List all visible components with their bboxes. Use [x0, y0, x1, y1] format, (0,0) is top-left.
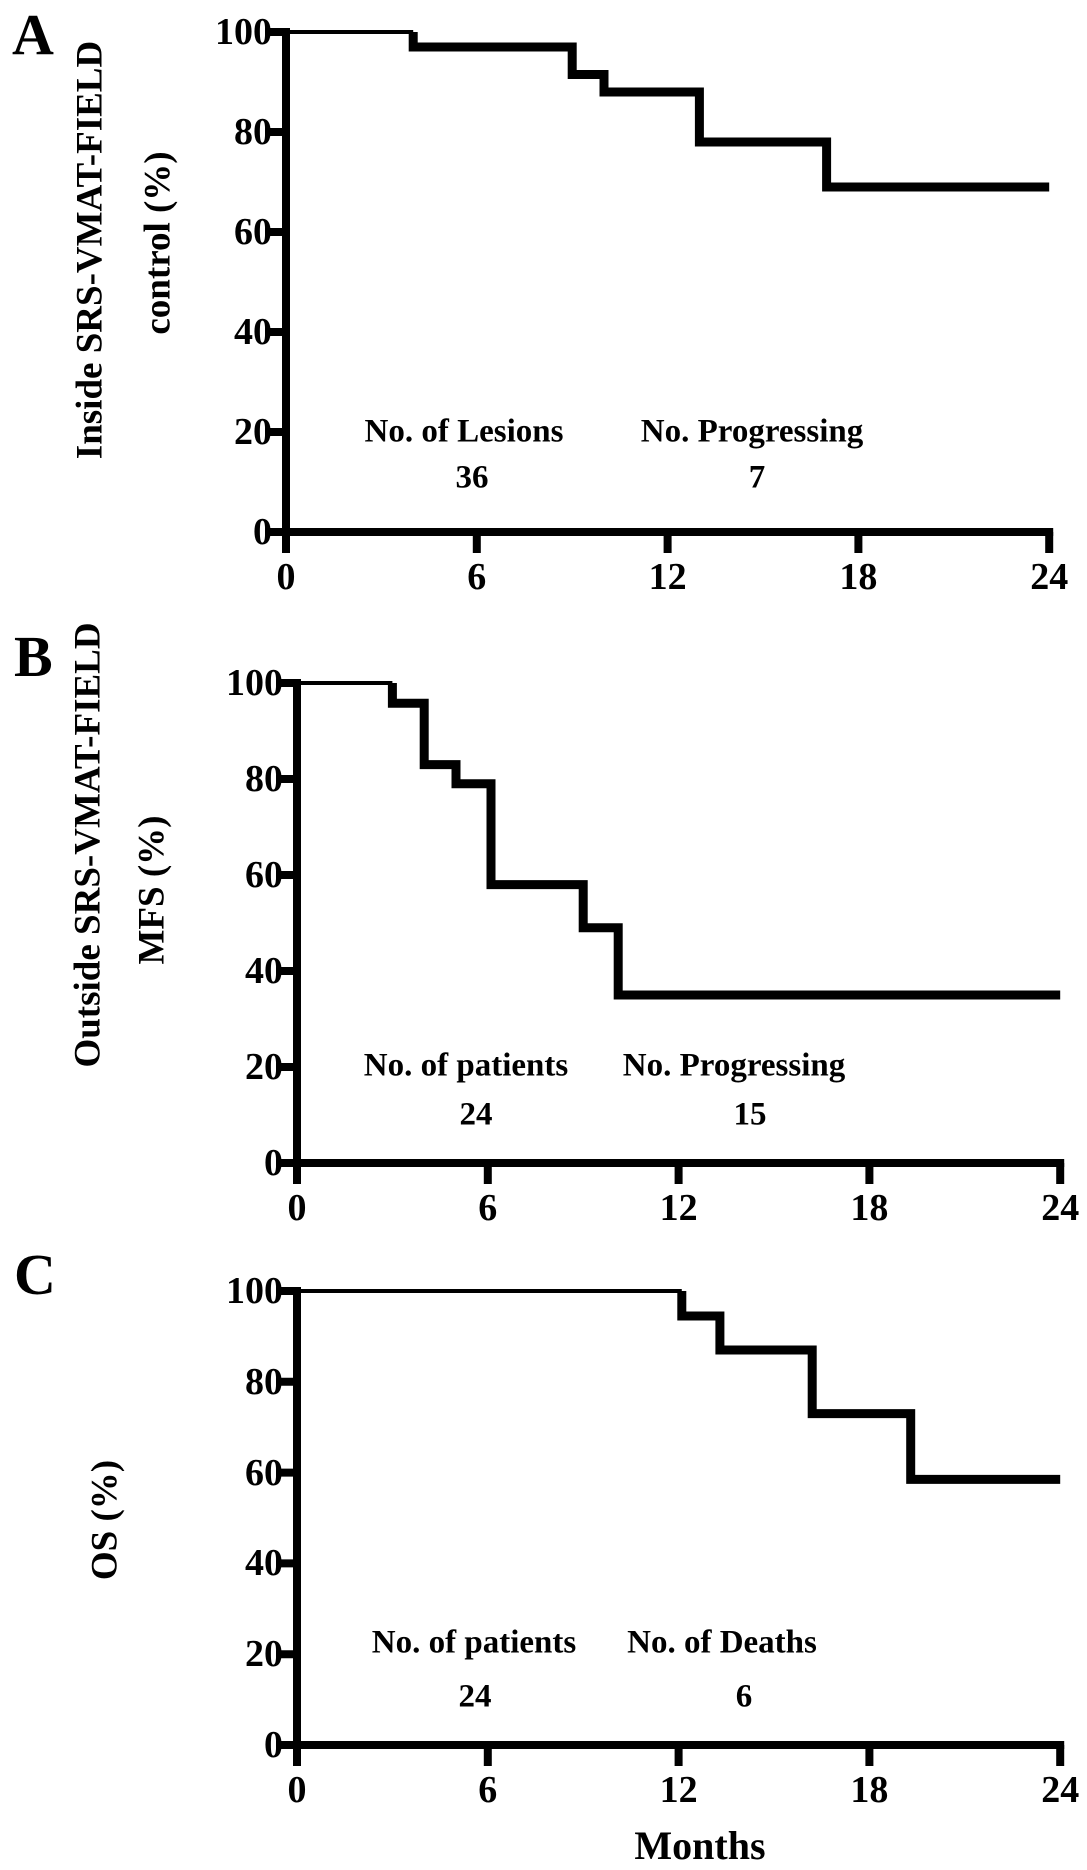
- y-tick-label: 40: [234, 311, 272, 353]
- panel-a-annotation-lesions-label: No. of Lesions: [364, 413, 564, 450]
- x-tick-label: 6: [467, 556, 487, 598]
- x-tick-label: 24: [1041, 1769, 1080, 1811]
- y-tick-label: 20: [245, 1633, 283, 1676]
- panel-b-ylabel-outer: Outside SRS-VMAT-FIELD: [67, 622, 109, 1068]
- panel-c-ylabel: OS (%): [84, 1459, 126, 1581]
- x-tick-label: 6: [478, 1187, 498, 1229]
- y-tick-label: 20: [234, 411, 272, 453]
- y-tick-label: 60: [245, 1451, 283, 1494]
- x-tick-label: 24: [1030, 556, 1069, 598]
- y-tick-label: 60: [245, 854, 283, 896]
- x-axis-title: Months: [634, 1823, 766, 1868]
- y-tick-label: 100: [226, 1270, 283, 1312]
- panel-c-letter: C: [14, 1242, 56, 1307]
- x-tick-label: 18: [839, 556, 878, 598]
- panel-a-annotation-progressing-value: 7: [748, 459, 766, 496]
- panel-b-axes: [293, 679, 1065, 1167]
- panel-a-annotation-progressing-label: No. Progressing: [640, 413, 864, 450]
- y-tick-label: 80: [245, 1360, 283, 1403]
- panel-c-annotation-patients-value: 24: [458, 1678, 492, 1715]
- y-tick-label: 20: [245, 1046, 283, 1088]
- y-tick-label: 40: [245, 1542, 283, 1585]
- y-tick-label: 0: [253, 511, 272, 553]
- panel-a-ylabel-outer: Inside SRS-VMAT-FIELD: [69, 40, 111, 460]
- panel-a-annotation-lesions-value: 36: [455, 459, 489, 496]
- panel-b-annotation-patients-label: No. of patients: [363, 1047, 569, 1084]
- panel-b-annotation-progressing-value: 15: [733, 1096, 767, 1133]
- x-tick-label: 24: [1041, 1187, 1080, 1229]
- x-tick-label: 12: [648, 556, 687, 598]
- x-tick-label: 12: [659, 1769, 698, 1811]
- x-tick-label: 0: [287, 1769, 307, 1811]
- panel-a-ylabel-inner: control (%): [137, 151, 179, 335]
- panel-b-annotation-patients-value: 24: [459, 1096, 493, 1133]
- panel-c-annotation-deaths-value: 6: [735, 1678, 753, 1715]
- panel-b-km-curve: [387, 683, 1061, 1000]
- panel-c-axes: [293, 1287, 1065, 1749]
- y-tick-label: 40: [245, 950, 283, 992]
- x-tick-label: 0: [287, 1187, 307, 1229]
- y-tick-label: 100: [226, 662, 283, 704]
- panel-a-letter: A: [12, 2, 54, 67]
- x-tick-label: 0: [276, 556, 296, 598]
- panel-c-km-curve: [677, 1291, 1061, 1484]
- y-tick-label: 0: [264, 1724, 283, 1766]
- x-tick-label: 6: [478, 1769, 498, 1811]
- x-tick-label: 18: [850, 1187, 889, 1229]
- y-tick-label: 60: [234, 211, 272, 253]
- y-tick-label: 80: [245, 758, 283, 800]
- panel-c-annotation-deaths-label: No. of Deaths: [627, 1624, 817, 1661]
- x-tick-label: 12: [659, 1187, 698, 1229]
- y-tick-label: 80: [234, 111, 272, 153]
- y-tick-label: 0: [264, 1142, 283, 1184]
- x-tick-label: 18: [850, 1769, 889, 1811]
- panel-c-annotation-patients-label: No. of patients: [371, 1624, 577, 1661]
- panel-a-axes: [282, 28, 1054, 536]
- panel-b-letter: B: [14, 624, 53, 689]
- y-tick-label: 100: [215, 11, 272, 53]
- panel-b-ylabel-inner: MFS (%): [131, 815, 173, 965]
- panel-a-km-curve: [408, 32, 1050, 192]
- panel-b-annotation-progressing-label: No. Progressing: [622, 1047, 846, 1084]
